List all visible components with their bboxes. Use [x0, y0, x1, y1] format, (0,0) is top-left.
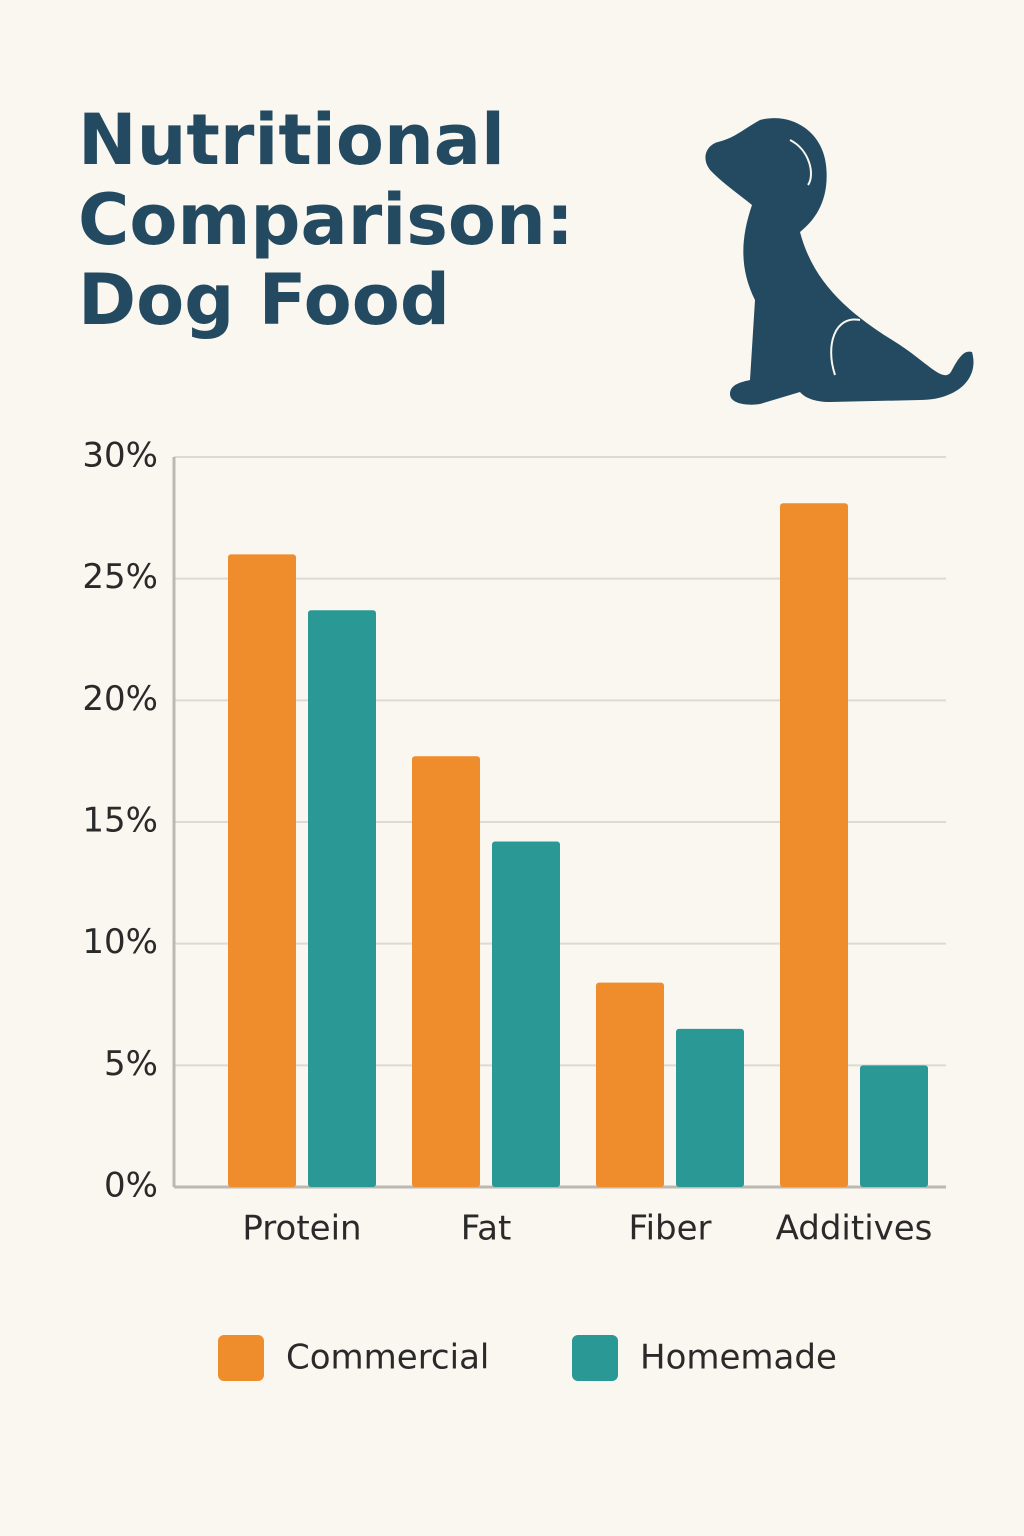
y-tick-label: 15%: [82, 801, 158, 841]
y-tick-label: 30%: [82, 436, 158, 476]
y-tick-label: 0%: [104, 1166, 158, 1206]
bar: [596, 982, 664, 1187]
legend-label: Commercial: [286, 1338, 489, 1378]
dog-illustration: [705, 118, 974, 405]
legend-label: Homemade: [640, 1338, 837, 1378]
y-tick-label: 10%: [82, 922, 158, 962]
bar: [308, 610, 376, 1187]
chart-title: Nutritional Comparison: Dog Food: [78, 99, 574, 341]
x-tick-label: Fiber: [628, 1209, 711, 1249]
x-tick-label: Fat: [461, 1209, 512, 1249]
x-tick-label: Additives: [776, 1209, 933, 1249]
bar: [492, 841, 560, 1187]
bar: [860, 1065, 928, 1187]
legend-swatch: [572, 1335, 618, 1381]
bar: [780, 503, 848, 1187]
x-tick-label: Protein: [242, 1209, 361, 1249]
bar: [412, 756, 480, 1187]
y-tick-label: 5%: [104, 1044, 158, 1084]
y-tick-label: 25%: [82, 557, 158, 597]
legend-swatch: [218, 1335, 264, 1381]
bar: [676, 1028, 744, 1187]
y-tick-label: 20%: [82, 679, 158, 719]
bar: [228, 554, 296, 1187]
